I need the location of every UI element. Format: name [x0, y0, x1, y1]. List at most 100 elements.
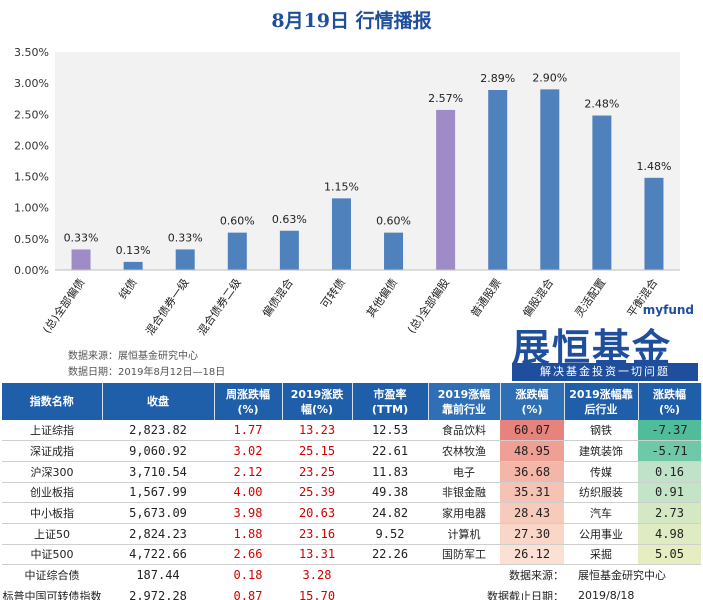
bar: [123, 261, 143, 270]
table-cell: 4,722.66: [102, 544, 214, 566]
data-label: 0.33%: [64, 231, 99, 244]
table-cell: 12.53: [352, 420, 428, 442]
table-cell: 3.02: [214, 440, 282, 462]
table-cell: 2,824.23: [102, 523, 214, 545]
table-row: 标普中国可转债指数 2,972.28 0.87 15.70 数据截止日期： 2019/8/…: [2, 586, 701, 600]
table-header-cell: 涨跌幅 (%): [500, 383, 565, 420]
table-cell: 展恒基金研究中心: [578, 569, 666, 583]
table-cell: -7.37: [638, 420, 701, 442]
table-cell: 5.05: [638, 544, 701, 566]
table-cell: 2,823.82: [102, 420, 214, 442]
bar: [540, 89, 560, 270]
table-cell: 2.12: [214, 461, 282, 483]
table-cell: 上证综指: [2, 420, 102, 442]
table-cell: [352, 565, 428, 586]
table-cell: 3.98: [214, 502, 282, 524]
table-cell: 20.63: [282, 502, 352, 524]
table-cell: 家用电器: [428, 502, 500, 524]
table-cell: 3.28: [302, 568, 332, 583]
chart-source: 数据来源：展恒基金研究中心: [68, 351, 198, 362]
table-cell: 1.88: [214, 523, 282, 545]
table-cell: 沪深300: [2, 461, 102, 483]
y-tick-label: 2.00%: [14, 139, 49, 152]
bar: [644, 177, 664, 270]
table-cell: 25.39: [282, 482, 352, 504]
table-cell: 24.82: [352, 502, 428, 524]
table-cell: 4.00: [214, 482, 282, 504]
plot-area: [55, 52, 680, 270]
table-cell: 0.16: [638, 461, 701, 483]
table-cell: 公用事业: [564, 523, 638, 545]
table-cell: 23.25: [282, 461, 352, 483]
x-tick-label: 混合债券一级: [142, 276, 191, 338]
table-cell: 13.31: [282, 544, 352, 566]
data-label: 1.15%: [324, 180, 359, 193]
table-cell: 中证综合债: [24, 569, 80, 583]
table-row: 中证500 4,722.66 2.66 13.31 22.26 国防军工 26.12 采掘 5.…: [2, 544, 701, 566]
chart-date: 数据日期：2019年8月12日—18日: [68, 367, 226, 378]
y-axis: 0.00% 0.50% 1.00% 1.50% 2.00% 2.50% 3.00% 3.50%: [14, 46, 49, 277]
data-label: 0.13%: [116, 244, 151, 257]
table-header-cell: 2019涨幅靠 后行业: [564, 383, 639, 420]
table-cell: 国防军工: [428, 544, 500, 566]
y-tick-label: 0.00%: [14, 264, 49, 277]
table-cell: 中证500: [2, 544, 102, 566]
y-tick-label: 1.50%: [14, 171, 49, 184]
table-cell: 25.15: [282, 440, 352, 462]
bar: [592, 115, 612, 270]
table-cell: 采掘: [564, 544, 638, 566]
table-cell: 电子: [428, 461, 500, 483]
table-cell: 0.18: [233, 568, 263, 583]
bar: [279, 230, 299, 270]
table-cell: -5.71: [638, 440, 701, 462]
table-cell: 9.52: [352, 523, 428, 545]
bars: [71, 89, 664, 270]
table-header-cell: 2019涨幅 靠前行业: [428, 383, 501, 420]
y-tick-label: 3.00%: [14, 77, 49, 90]
table-cell: 纺织服装: [564, 482, 638, 504]
data-label: 0.60%: [220, 215, 255, 228]
logo-small-text: myfund: [642, 303, 694, 317]
table-cell: 深证成指: [2, 440, 102, 462]
data-label: 0.63%: [272, 213, 307, 226]
bar: [331, 198, 351, 270]
table-cell: 2019/8/18: [578, 589, 635, 600]
table-cell: 建筑装饰: [564, 440, 638, 462]
table-cell: 11.83: [352, 461, 428, 483]
table-cell: 22.61: [352, 440, 428, 462]
table-row: 沪深300 3,710.54 2.12 23.25 11.83 电子 36.68 传媒 0.16: [2, 461, 701, 483]
table-cell: 22.26: [352, 544, 428, 566]
table-cell: 钢铁: [564, 420, 638, 442]
y-tick-label: 0.50%: [14, 233, 49, 246]
x-tick-label: (总)全部偏债: [40, 276, 88, 336]
table-cell: 传媒: [564, 461, 638, 483]
table-cell: 60.07: [500, 420, 564, 442]
table-cell: 28.43: [500, 502, 564, 524]
brand-logo: myfund 展恒基金 解决基金投资一切问题: [500, 303, 700, 383]
data-label: 2.89%: [480, 72, 515, 85]
table-cell: 26.12: [500, 544, 564, 566]
table-cell: 13.23: [282, 420, 352, 442]
table-cell: 27.30: [500, 523, 564, 545]
table-cell: 23.16: [282, 523, 352, 545]
table-cell: 中小板指: [2, 502, 102, 524]
table-cell: 计算机: [428, 523, 500, 545]
table-cell: 4.98: [638, 523, 701, 545]
table-header-cell: 周涨跌幅 (%): [214, 383, 283, 420]
table-cell: 食品饮料: [428, 420, 500, 442]
table-cell: 36.68: [500, 461, 564, 483]
table-header-cell: 指数名称: [2, 383, 103, 420]
table-cell: 非银金融: [428, 482, 500, 504]
x-tick-label: 混合债券二级: [194, 276, 243, 338]
table-row: 上证综指 2,823.82 1.77 13.23 12.53 食品饮料 60.07 钢铁 -7.…: [2, 420, 701, 442]
data-label: 2.48%: [584, 98, 619, 111]
table-cell: 数据截止日期：: [487, 589, 564, 600]
bar: [384, 232, 404, 270]
bar: [175, 249, 195, 270]
table-cell: 1,567.99: [102, 482, 214, 504]
table-cell: [352, 586, 428, 600]
table-header-row: 指数名称 收盘 周涨跌幅 (%) 2019涨跌 幅(%) 市盈率 (TTM) 2019涨幅 靠前行…: [2, 383, 702, 420]
table-header-cell: 市盈率 (TTM): [352, 383, 429, 420]
x-tick-label: 纯债: [115, 276, 139, 302]
data-label: 0.33%: [168, 231, 203, 244]
